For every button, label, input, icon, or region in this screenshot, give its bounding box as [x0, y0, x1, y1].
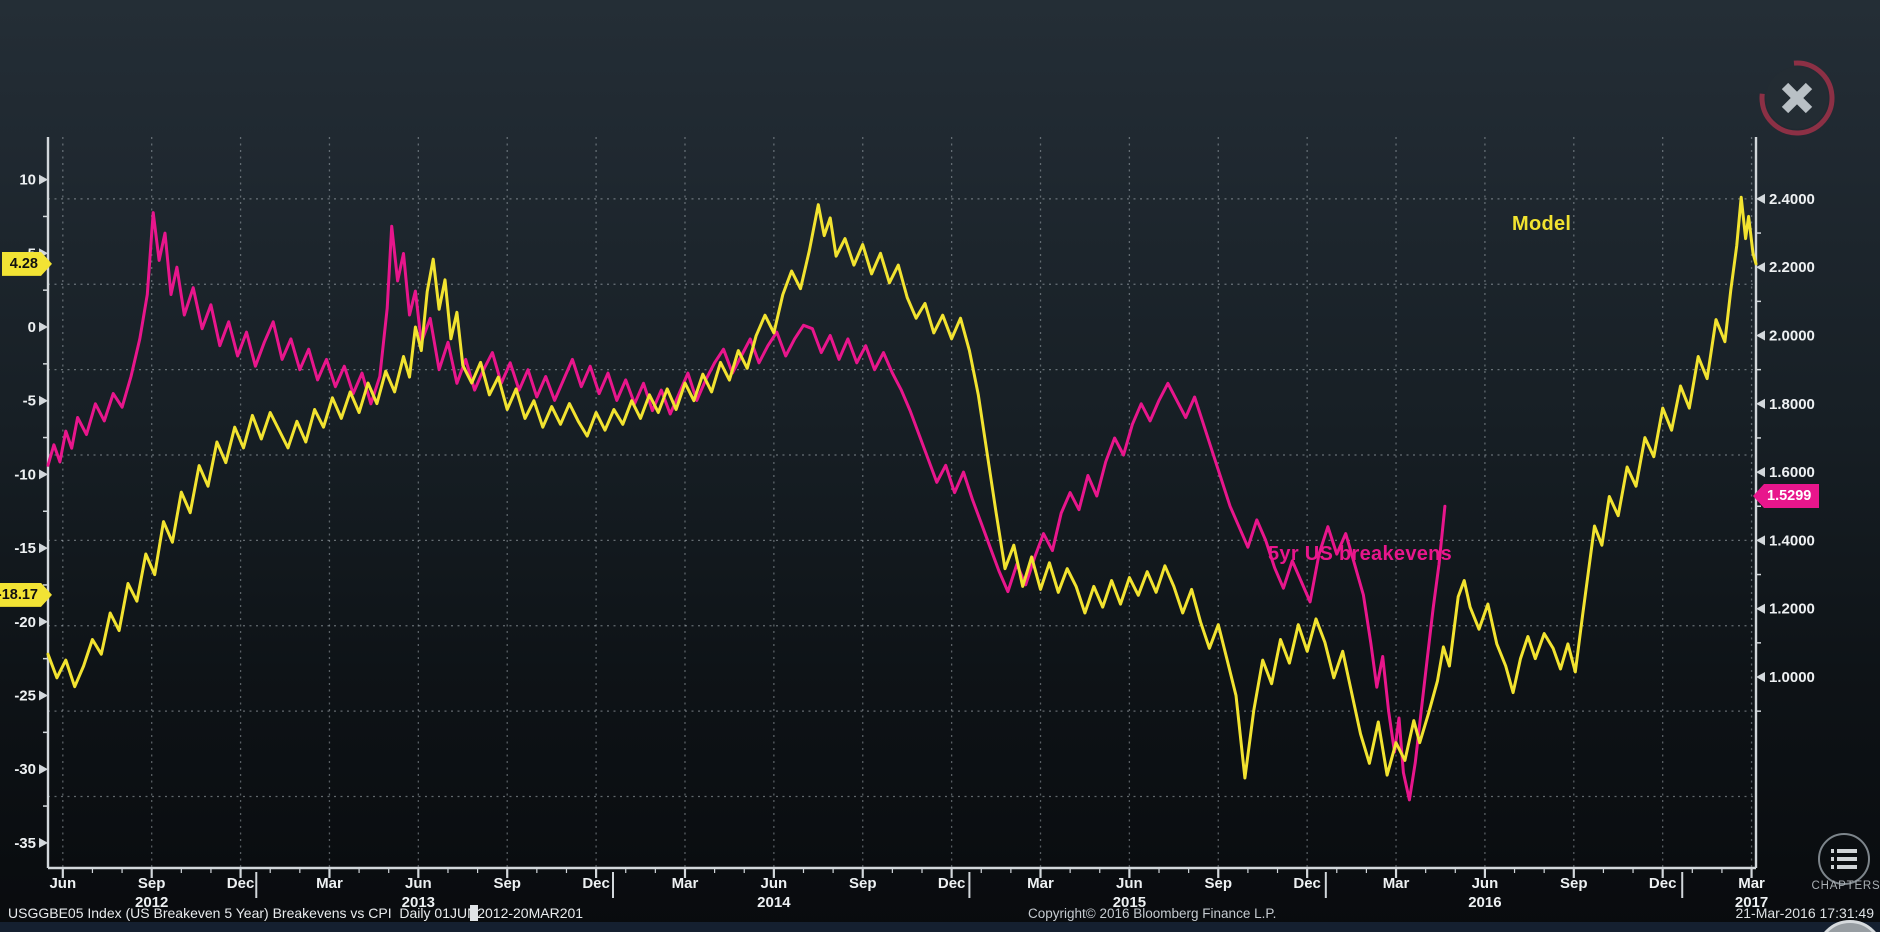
footer-security-description: USGGBE05 Index (US Breakeven 5 Year) Bre…: [8, 905, 584, 921]
y-left-tick-arrow: [39, 469, 48, 480]
y-right-tick-arrow: [1756, 398, 1765, 409]
y-right-tick-label: 2.4000: [1769, 191, 1815, 208]
y-left-tick-arrow: [39, 764, 48, 775]
terminal-cursor: [470, 905, 478, 921]
y-right-tick-label: 1.4000: [1769, 532, 1815, 549]
close-icon: [1759, 60, 1835, 136]
x-month-tick-label: Dec: [1293, 875, 1321, 892]
y-left-tick-label: 0: [28, 319, 36, 336]
x-month-tick-label: Dec: [227, 875, 255, 892]
y-right-tick-label: 1.2000: [1769, 601, 1815, 618]
chapters-label: CHAPTERS: [1811, 880, 1880, 892]
y-right-tick-arrow: [1756, 672, 1765, 682]
x-month-tick-label: Sep: [849, 875, 877, 892]
x-month-tick-label: Jun: [405, 875, 432, 892]
x-month-tick-label: Sep: [1205, 875, 1233, 892]
y-left-tick-arrow: [39, 322, 48, 332]
y-right-tick-label: 1.0000: [1769, 669, 1815, 686]
y-right-tick-label: 1.6000: [1769, 464, 1815, 481]
series-line-model: [46, 195, 1758, 780]
y-right-tick-label: 2.2000: [1769, 259, 1815, 276]
x-month-tick-label: Mar: [316, 875, 343, 892]
y-right-tick-arrow: [1756, 535, 1765, 546]
y-left-tick-label: -15: [14, 540, 36, 557]
x-month-tick-label: Mar: [1383, 875, 1410, 892]
x-month-tick-label: Jun: [1116, 875, 1143, 892]
x-month-tick-label: Dec: [938, 875, 966, 892]
x-year-label: 2016: [1468, 894, 1501, 911]
x-year-label: 2017: [1735, 894, 1768, 911]
x-month-tick-label: Dec: [1649, 875, 1677, 892]
y-left-tick-arrow: [39, 174, 48, 185]
y-right-tick-label: 2.0000: [1769, 328, 1815, 345]
y-left-tick-label: -35: [14, 835, 36, 852]
footer-timestamp: 21-Mar-2016 17:31:49: [1735, 905, 1874, 921]
y-left-tick-label: -25: [14, 688, 36, 705]
x-month-tick-label: Mar: [1738, 875, 1765, 892]
y-right-tick-arrow: [1756, 193, 1765, 204]
x-month-tick-label: Sep: [493, 875, 521, 892]
y-right-tick-label: 1.8000: [1769, 396, 1815, 413]
footer-copyright: Copyright© 2016 Bloomberg Finance L.P.: [1028, 906, 1277, 921]
y-left-tick-label: 10: [19, 172, 36, 189]
x-year-label: 2013: [402, 894, 435, 911]
y-left-tick-arrow: [39, 395, 48, 406]
y-left-tick-arrow: [39, 837, 48, 848]
list-icon: [1830, 849, 1858, 853]
y-left-tick-label: -20: [14, 614, 36, 631]
chapters-button[interactable]: [1818, 833, 1870, 885]
x-month-tick-label: Sep: [1560, 875, 1588, 892]
breakevens-series-label: 5yr US breakevens: [1268, 543, 1453, 565]
y-left-tick-arrow: [39, 543, 48, 554]
y-left-tick-label: -10: [14, 466, 36, 483]
video-progress-strip[interactable]: [0, 922, 1880, 932]
y-right-tick-arrow: [1756, 330, 1765, 341]
x-year-label: 2014: [757, 894, 791, 911]
close-button[interactable]: [1758, 59, 1836, 137]
x-month-tick-label: Jun: [1472, 875, 1499, 892]
x-month-tick-label: Mar: [672, 875, 699, 892]
x-month-tick-label: Sep: [138, 875, 166, 892]
y-right-tick-arrow: [1756, 262, 1765, 273]
x-year-label: 2012: [135, 894, 168, 911]
x-month-tick-label: Dec: [582, 875, 610, 892]
model-last-value-badge: 4.28: [2, 252, 52, 276]
model-series-label: Model: [1512, 213, 1572, 235]
x-month-tick-label: Mar: [1027, 875, 1054, 892]
breakevens-last-value-badge: 1.5299: [1753, 484, 1820, 509]
x-year-label: 2015: [1113, 894, 1146, 911]
y-left-tick-arrow: [39, 690, 48, 701]
x-month-tick-label: Jun: [49, 875, 76, 892]
model-mid-value-badge: -18.17: [0, 583, 52, 607]
y-left-tick-label: -30: [14, 761, 36, 778]
y-left-tick-label: -5: [23, 393, 36, 410]
series-line-breakevens: [46, 211, 1447, 802]
y-right-tick-arrow: [1756, 467, 1765, 478]
y-left-tick-arrow: [39, 616, 48, 627]
y-right-tick-arrow: [1756, 603, 1765, 614]
x-month-tick-label: Jun: [761, 875, 788, 892]
